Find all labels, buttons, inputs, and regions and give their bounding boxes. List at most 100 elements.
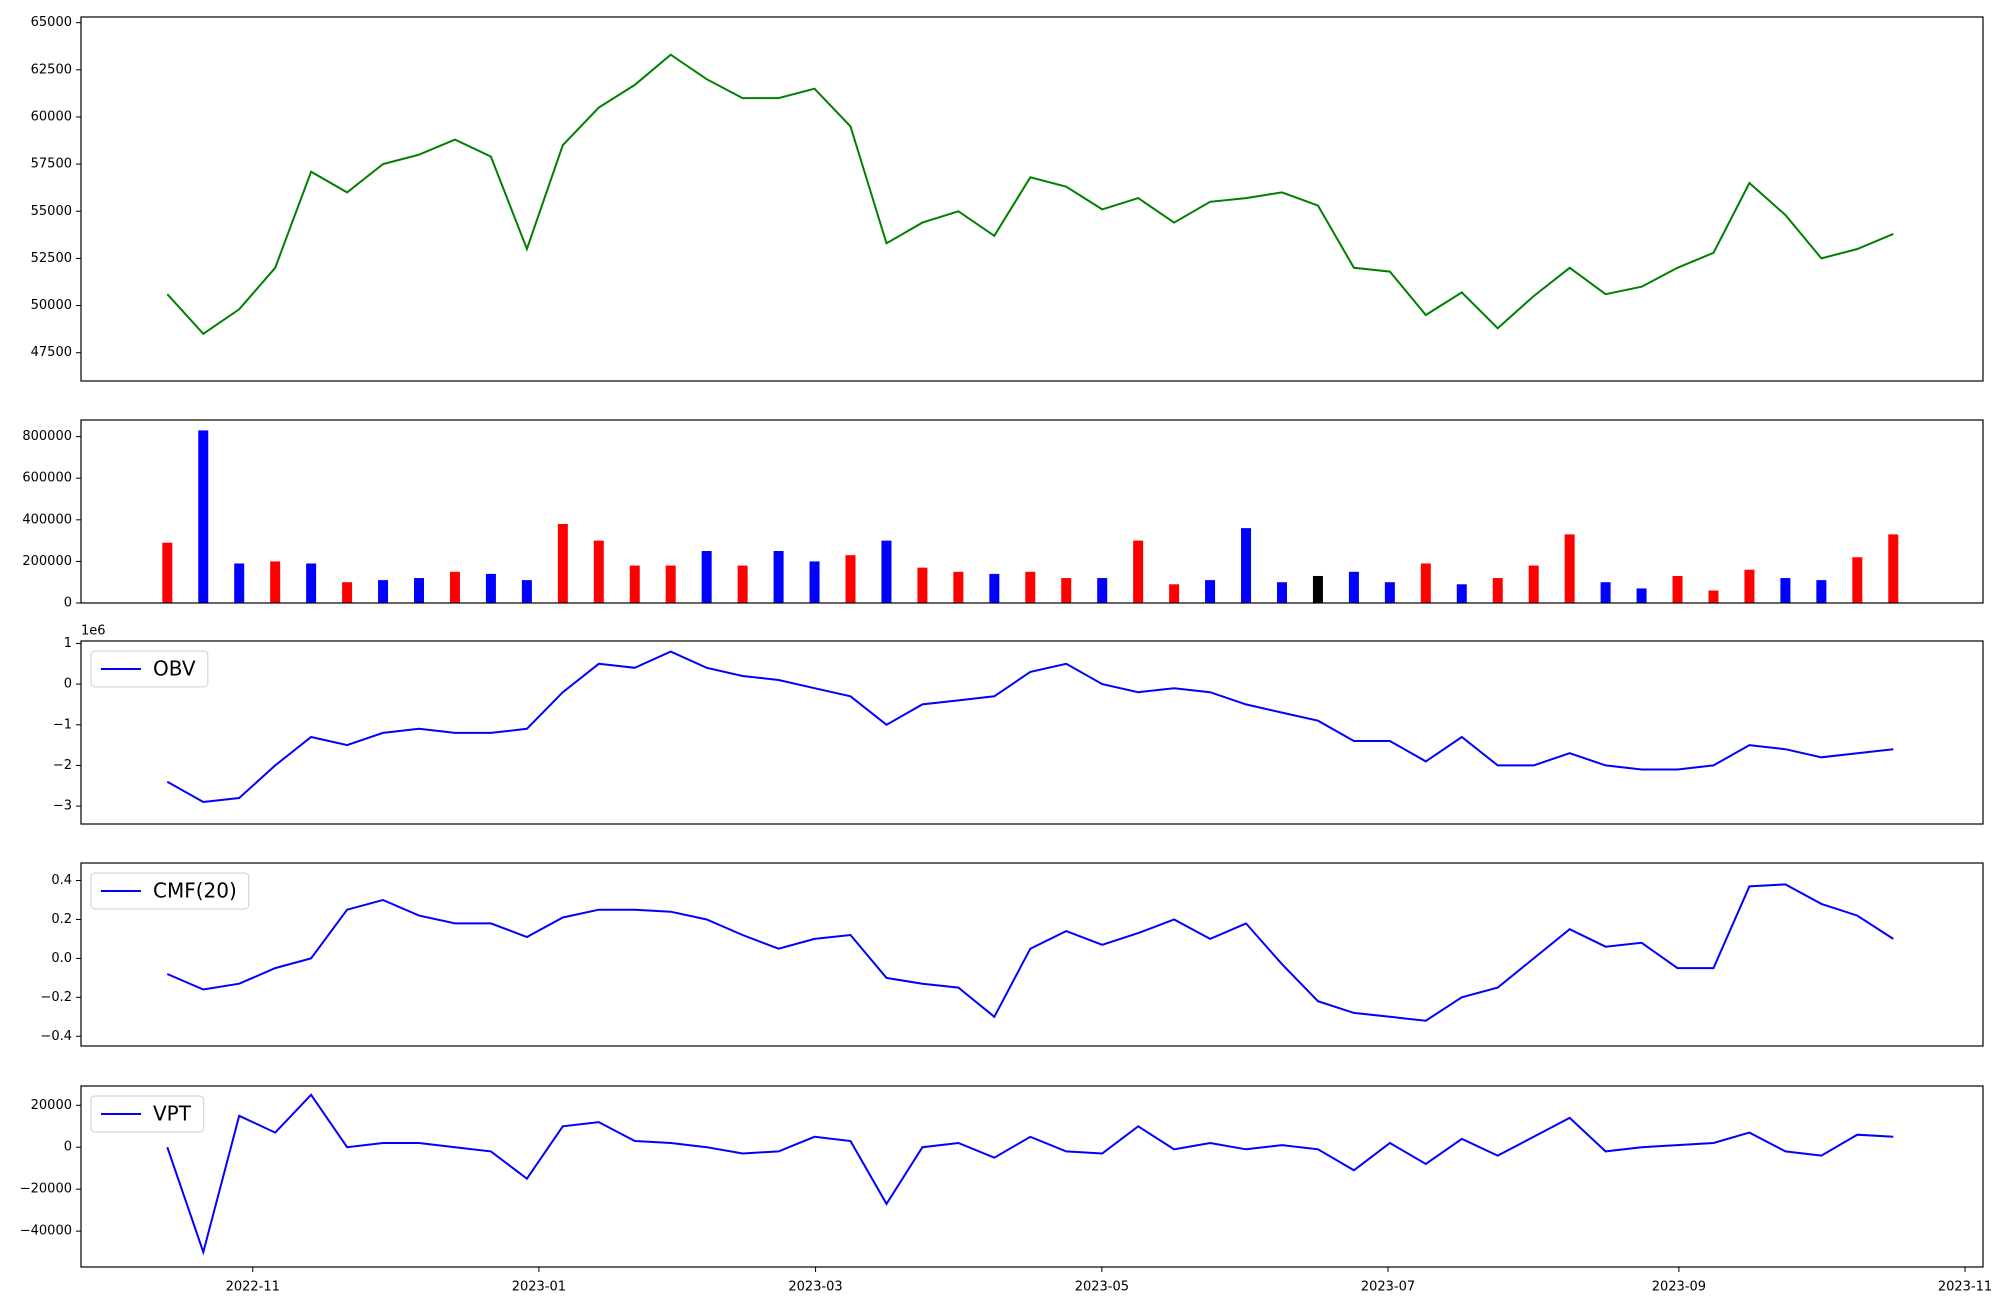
y-tick-label: 47500 xyxy=(31,345,72,360)
bar xyxy=(234,563,245,603)
line xyxy=(166,1093,1894,1256)
bar xyxy=(1312,575,1323,603)
y-tick-label: 0 xyxy=(64,1140,72,1155)
x-tick-label: 2022-11 xyxy=(226,1280,280,1295)
y-tick-label: −0.2 xyxy=(40,990,72,1005)
y-tick-label: 0 xyxy=(64,596,72,611)
bar xyxy=(1564,534,1575,603)
y-tick-label: 20000 xyxy=(31,1098,72,1113)
y-tick-label: 52500 xyxy=(31,251,72,266)
plot-frame xyxy=(80,16,1984,382)
y-tick-label: 200000 xyxy=(22,554,72,569)
bar xyxy=(1169,584,1180,603)
bar xyxy=(1241,528,1252,603)
bar xyxy=(737,565,748,603)
bar xyxy=(629,565,640,603)
bar xyxy=(989,573,1000,603)
y-tick-label: −40000 xyxy=(20,1224,72,1239)
legend-label: OBV xyxy=(153,657,196,681)
bar xyxy=(917,567,928,603)
y-tick-label: −2 xyxy=(53,758,72,773)
plot-frame xyxy=(80,640,1984,825)
plot-frame xyxy=(80,419,1984,604)
bar xyxy=(665,565,676,603)
bar xyxy=(1816,580,1827,603)
legend-label: VPT xyxy=(153,1102,192,1126)
bar xyxy=(1276,582,1287,603)
bar xyxy=(1025,571,1036,603)
y-tick-label: 65000 xyxy=(31,15,72,30)
bar xyxy=(342,582,353,603)
y-tick-label: 1 xyxy=(64,636,72,651)
bar xyxy=(1205,580,1216,603)
x-tick-label: 2023-09 xyxy=(1652,1280,1706,1295)
legend-box xyxy=(90,1095,205,1133)
x-tick-label: 2023-01 xyxy=(512,1280,566,1295)
bar xyxy=(1708,590,1719,603)
bar xyxy=(1744,569,1755,603)
bar xyxy=(306,563,317,603)
bar xyxy=(270,561,281,603)
bar xyxy=(521,580,532,603)
bar xyxy=(1456,584,1467,603)
bar xyxy=(1384,582,1395,603)
bar xyxy=(1888,534,1899,603)
bar xyxy=(1672,575,1683,603)
plot-frame xyxy=(80,862,1984,1047)
y-tick-label: 62500 xyxy=(31,62,72,77)
bar xyxy=(773,551,784,603)
y-tick-label: −20000 xyxy=(20,1182,72,1197)
y-tick-label: 600000 xyxy=(22,471,72,486)
bar xyxy=(557,523,568,603)
bar xyxy=(809,561,820,603)
y-tick-label: −0.4 xyxy=(40,1029,72,1044)
y-tick-label: −3 xyxy=(53,799,72,814)
y-tick-label: 55000 xyxy=(31,204,72,219)
bar xyxy=(1097,578,1108,603)
bar xyxy=(1492,578,1503,603)
y-tick-label: 60000 xyxy=(31,109,72,124)
bar xyxy=(1348,571,1359,603)
plot-frame xyxy=(80,1085,1984,1268)
bar xyxy=(198,430,209,603)
bar xyxy=(1061,578,1072,603)
bar xyxy=(1528,565,1539,603)
y-tick-label: 0.0 xyxy=(51,951,72,966)
bar xyxy=(1780,578,1791,603)
bar xyxy=(449,571,460,603)
bar xyxy=(1852,557,1863,603)
bar xyxy=(1133,540,1144,603)
y-tick-label: 57500 xyxy=(31,157,72,172)
bar xyxy=(485,573,496,603)
y-offset-label: 1e6 xyxy=(81,624,106,639)
x-tick-label: 2023-11 xyxy=(1938,1280,1992,1295)
bar xyxy=(1600,582,1611,603)
bar xyxy=(1636,588,1647,603)
x-tick-label: 2023-07 xyxy=(1361,1280,1415,1295)
bar xyxy=(1420,563,1431,603)
line xyxy=(166,53,1894,336)
bar xyxy=(593,540,604,603)
bar xyxy=(953,571,964,603)
y-tick-label: 0 xyxy=(64,677,72,692)
y-tick-label: 0.2 xyxy=(51,912,72,927)
line xyxy=(166,650,1894,804)
bar xyxy=(378,580,389,603)
y-tick-label: 0.4 xyxy=(51,873,72,888)
y-tick-label: −1 xyxy=(53,717,72,732)
bar xyxy=(845,555,856,603)
y-tick-label: 800000 xyxy=(22,429,72,444)
legend-box xyxy=(90,650,209,688)
bar xyxy=(701,551,712,603)
bar xyxy=(881,540,892,603)
legend-box xyxy=(90,872,250,910)
bar xyxy=(414,578,425,603)
x-tick-label: 2023-03 xyxy=(788,1280,842,1295)
bar xyxy=(162,542,173,603)
y-tick-label: 50000 xyxy=(31,298,72,313)
legend-label: CMF(20) xyxy=(153,879,237,903)
line xyxy=(166,883,1894,1022)
x-tick-label: 2023-05 xyxy=(1075,1280,1129,1295)
y-tick-label: 400000 xyxy=(22,512,72,527)
